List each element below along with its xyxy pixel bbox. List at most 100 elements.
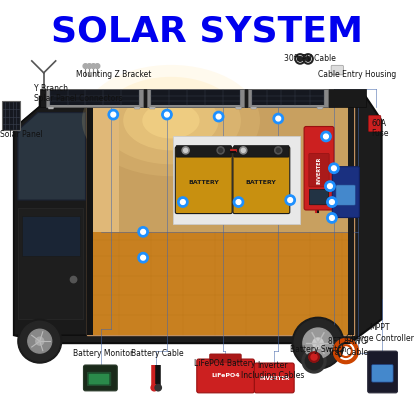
Circle shape bbox=[275, 147, 282, 154]
Circle shape bbox=[305, 352, 323, 370]
FancyBboxPatch shape bbox=[84, 365, 117, 391]
Circle shape bbox=[165, 112, 169, 117]
Circle shape bbox=[329, 163, 339, 173]
Circle shape bbox=[141, 255, 146, 260]
FancyBboxPatch shape bbox=[255, 363, 294, 393]
Circle shape bbox=[276, 149, 280, 152]
Circle shape bbox=[155, 384, 161, 391]
FancyBboxPatch shape bbox=[309, 189, 329, 205]
FancyBboxPatch shape bbox=[369, 115, 381, 132]
FancyBboxPatch shape bbox=[304, 126, 334, 210]
Circle shape bbox=[241, 149, 245, 152]
Text: SOLAR SYSTEM: SOLAR SYSTEM bbox=[51, 14, 363, 48]
Polygon shape bbox=[48, 107, 54, 109]
Circle shape bbox=[303, 328, 333, 358]
FancyBboxPatch shape bbox=[331, 65, 344, 75]
Circle shape bbox=[329, 200, 334, 204]
Polygon shape bbox=[173, 220, 300, 224]
Polygon shape bbox=[348, 106, 354, 335]
Polygon shape bbox=[317, 107, 323, 109]
Ellipse shape bbox=[123, 91, 219, 150]
Circle shape bbox=[217, 147, 224, 154]
Circle shape bbox=[292, 317, 344, 369]
Circle shape bbox=[182, 147, 189, 154]
FancyBboxPatch shape bbox=[309, 154, 329, 187]
Text: Battery Cable: Battery Cable bbox=[131, 349, 183, 358]
Circle shape bbox=[18, 319, 62, 363]
Polygon shape bbox=[87, 106, 354, 335]
Text: Battery Switch: Battery Switch bbox=[290, 345, 346, 354]
Circle shape bbox=[28, 329, 52, 353]
Polygon shape bbox=[46, 89, 143, 106]
Polygon shape bbox=[151, 90, 240, 105]
Polygon shape bbox=[87, 106, 94, 335]
Polygon shape bbox=[149, 107, 156, 109]
Circle shape bbox=[111, 112, 116, 117]
Polygon shape bbox=[18, 113, 85, 200]
Circle shape bbox=[313, 338, 323, 348]
FancyBboxPatch shape bbox=[210, 354, 241, 362]
Circle shape bbox=[332, 166, 336, 171]
Polygon shape bbox=[250, 107, 257, 109]
Polygon shape bbox=[14, 97, 381, 343]
Polygon shape bbox=[235, 107, 242, 109]
Circle shape bbox=[95, 64, 100, 69]
Circle shape bbox=[87, 64, 92, 69]
Text: Mounting Z Bracket: Mounting Z Bracket bbox=[76, 70, 151, 79]
Polygon shape bbox=[87, 232, 354, 335]
Circle shape bbox=[70, 276, 77, 283]
Circle shape bbox=[20, 321, 59, 361]
FancyBboxPatch shape bbox=[234, 146, 289, 157]
Text: 30ft PV Cable: 30ft PV Cable bbox=[284, 54, 336, 63]
Text: Cable Entry Housing: Cable Entry Housing bbox=[318, 70, 396, 79]
Ellipse shape bbox=[142, 103, 200, 139]
FancyBboxPatch shape bbox=[2, 101, 20, 131]
FancyBboxPatch shape bbox=[371, 364, 393, 382]
Polygon shape bbox=[22, 216, 79, 256]
FancyBboxPatch shape bbox=[197, 359, 255, 393]
Circle shape bbox=[273, 114, 283, 124]
Text: 60A
Fuse: 60A Fuse bbox=[371, 119, 389, 138]
Polygon shape bbox=[248, 89, 328, 106]
Text: LiFePO4: LiFePO4 bbox=[211, 374, 240, 379]
Polygon shape bbox=[14, 106, 87, 335]
Circle shape bbox=[306, 57, 310, 61]
Circle shape bbox=[219, 149, 223, 152]
Text: Y Branch
Solar Panel Connectors: Y Branch Solar Panel Connectors bbox=[34, 84, 122, 103]
Circle shape bbox=[216, 114, 221, 119]
Circle shape bbox=[309, 352, 319, 362]
Circle shape bbox=[236, 200, 241, 204]
Text: Inverter
Including Cables: Inverter Including Cables bbox=[240, 361, 304, 381]
Circle shape bbox=[162, 109, 172, 120]
Circle shape bbox=[240, 147, 247, 154]
Circle shape bbox=[276, 116, 281, 121]
Polygon shape bbox=[134, 107, 140, 109]
Circle shape bbox=[141, 230, 146, 234]
Circle shape bbox=[181, 200, 185, 204]
FancyBboxPatch shape bbox=[87, 372, 111, 386]
Circle shape bbox=[138, 227, 148, 237]
Circle shape bbox=[327, 184, 332, 188]
Circle shape bbox=[151, 384, 157, 391]
Polygon shape bbox=[18, 208, 84, 319]
Circle shape bbox=[83, 64, 88, 69]
Polygon shape bbox=[87, 106, 119, 232]
Ellipse shape bbox=[82, 65, 260, 176]
Text: BATTERY: BATTERY bbox=[246, 180, 277, 185]
Circle shape bbox=[329, 215, 334, 220]
Text: INVERTER: INVERTER bbox=[317, 156, 322, 184]
FancyBboxPatch shape bbox=[173, 136, 300, 224]
Circle shape bbox=[183, 149, 188, 152]
FancyBboxPatch shape bbox=[233, 147, 290, 213]
Circle shape bbox=[138, 253, 148, 263]
Text: BATTERY: BATTERY bbox=[188, 180, 219, 185]
Circle shape bbox=[288, 198, 292, 203]
Polygon shape bbox=[147, 89, 245, 106]
Circle shape bbox=[91, 64, 96, 69]
FancyBboxPatch shape bbox=[89, 374, 109, 384]
Circle shape bbox=[213, 111, 224, 122]
FancyBboxPatch shape bbox=[336, 185, 355, 205]
Circle shape bbox=[302, 349, 326, 373]
FancyBboxPatch shape bbox=[332, 167, 359, 218]
Text: Solar Panel: Solar Panel bbox=[0, 130, 43, 139]
